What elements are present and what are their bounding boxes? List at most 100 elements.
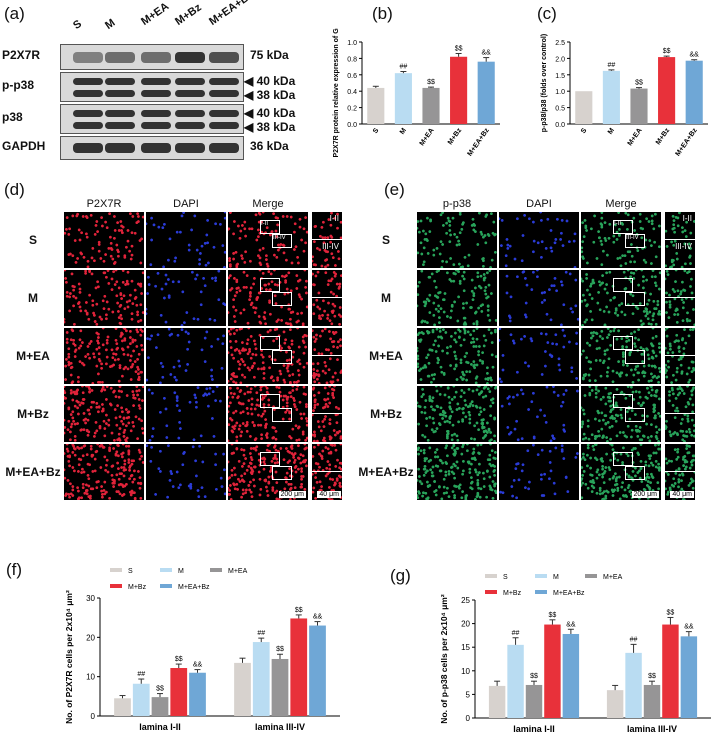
kda-label: 75 kDa — [250, 48, 289, 62]
x-tick-label: S — [372, 127, 381, 135]
inset-top — [665, 328, 695, 355]
legend-label: M — [178, 568, 184, 575]
inset-bottom — [312, 298, 342, 326]
y-tick-label: 0 — [91, 712, 96, 721]
y-axis-label: No. of p-p38 cells per 2x10⁴ μm² — [439, 594, 449, 724]
inset-tile — [665, 386, 695, 442]
y-tick-label: 2.5 — [555, 40, 565, 47]
y-tick-label: 10 — [461, 667, 470, 676]
blot-band — [105, 51, 135, 63]
bar — [252, 642, 270, 716]
inset-label: III-IV — [675, 242, 692, 251]
row-label: M+EA — [16, 349, 50, 363]
inset-tile — [312, 386, 342, 442]
blot-band — [209, 89, 239, 97]
chart-g: 0 5 10 15 20 25 ## $$ $$ && lamina I-II ## $$ $$ && lam… — [439, 574, 711, 734]
lane-label: S — [71, 17, 85, 32]
y-tick-label: 0.8 — [347, 56, 357, 63]
blot-band — [105, 89, 135, 97]
inset-divider — [312, 355, 342, 356]
y-tick-label: 25 — [461, 596, 470, 605]
row-label: S — [381, 233, 390, 247]
micrograph-tile — [64, 444, 144, 500]
bar — [170, 668, 188, 716]
legend-label: M+EA — [228, 568, 248, 575]
column-label: DAPI — [173, 198, 199, 210]
micrograph-tile — [64, 212, 144, 268]
y-axis-label: p-p38/p38 (folds over control) — [541, 34, 548, 132]
inset-divider — [665, 413, 695, 414]
blot-band — [141, 143, 171, 154]
blot-band — [105, 110, 135, 118]
kda-label: ◀ 40 kDa — [244, 74, 296, 88]
bar — [132, 683, 150, 716]
significance-mark: $$ — [156, 686, 164, 693]
bar — [271, 658, 289, 716]
micrograph-tile — [417, 328, 497, 384]
inset-top — [312, 444, 342, 471]
y-tick-label: 0.2 — [347, 106, 357, 113]
blot-band — [73, 89, 103, 97]
roi-box-2 — [272, 466, 292, 480]
x-tick-label: M+Bz — [655, 127, 672, 147]
bar — [290, 618, 308, 716]
inset-bottom — [665, 240, 695, 268]
y-axis-label: P2X7R protein relative expression of GAP… — [333, 28, 340, 158]
inset-divider — [665, 471, 695, 472]
panel-g-label: (g) — [390, 566, 411, 585]
legend-label: S — [128, 568, 133, 575]
x-tick-label: lamina III-IV — [255, 722, 305, 732]
inset-bottom — [665, 356, 695, 384]
micrograph-tile — [499, 212, 579, 268]
blot-band — [73, 110, 103, 118]
lane-label: M+Bz — [173, 1, 204, 29]
roi-box-2 — [625, 408, 645, 422]
blot-band — [73, 143, 103, 154]
y-tick-label: 1.5 — [555, 73, 565, 80]
y-tick-label: 0.4 — [347, 89, 357, 96]
blot-band — [209, 143, 239, 154]
chart-c: 0.0 0.5 1.0 1.5 2.0 2.5 S ## M $$ M+EA $$ M+Bz && M+EA… — [541, 34, 708, 158]
significance-mark: ## — [400, 64, 408, 71]
blot-strip — [60, 72, 244, 102]
roi-box-1 — [613, 278, 633, 292]
inset-bottom — [312, 414, 342, 442]
legend-swatch — [585, 574, 597, 578]
significance-mark: $$ — [663, 48, 671, 55]
micrograph-tile: 200 μm — [228, 444, 308, 500]
blot-band — [73, 51, 103, 63]
micrograph-tile — [64, 386, 144, 442]
inset-top — [312, 212, 342, 239]
inset-tile — [312, 270, 342, 326]
roi-box-1: I-II — [613, 220, 633, 234]
significance-mark: ## — [512, 630, 520, 637]
blot-band — [105, 78, 135, 86]
inset-top — [665, 212, 695, 239]
roi-box-1 — [613, 336, 633, 350]
roi-box-1 — [613, 452, 633, 466]
panel-d-label: (d) — [4, 180, 25, 199]
significance-mark: && — [566, 621, 576, 628]
roi-box-2 — [625, 292, 645, 306]
inset-top — [665, 270, 695, 297]
micrograph-tile — [499, 444, 579, 500]
micrograph-tile — [146, 386, 226, 442]
inset-divider — [312, 413, 342, 414]
significance-mark: $$ — [549, 612, 557, 619]
kda-label: ◀ 40 kDa — [244, 106, 296, 120]
micrograph-tile — [146, 212, 226, 268]
micrograph-tile: I-II III-IV — [581, 212, 661, 268]
row-label: M — [381, 291, 391, 305]
blot-strip — [60, 44, 244, 70]
y-tick-label: 20 — [86, 633, 95, 642]
bar — [394, 73, 412, 124]
row-label: M+Bz — [17, 407, 49, 421]
bar — [488, 685, 506, 718]
roi-box-2: III-IV — [272, 234, 292, 248]
inset-tile — [312, 328, 342, 384]
roi-box-1 — [260, 278, 280, 292]
roi-box-2 — [272, 350, 292, 364]
inset-divider — [312, 297, 342, 298]
x-tick-label: M+EA — [419, 127, 436, 147]
bar — [151, 697, 169, 716]
